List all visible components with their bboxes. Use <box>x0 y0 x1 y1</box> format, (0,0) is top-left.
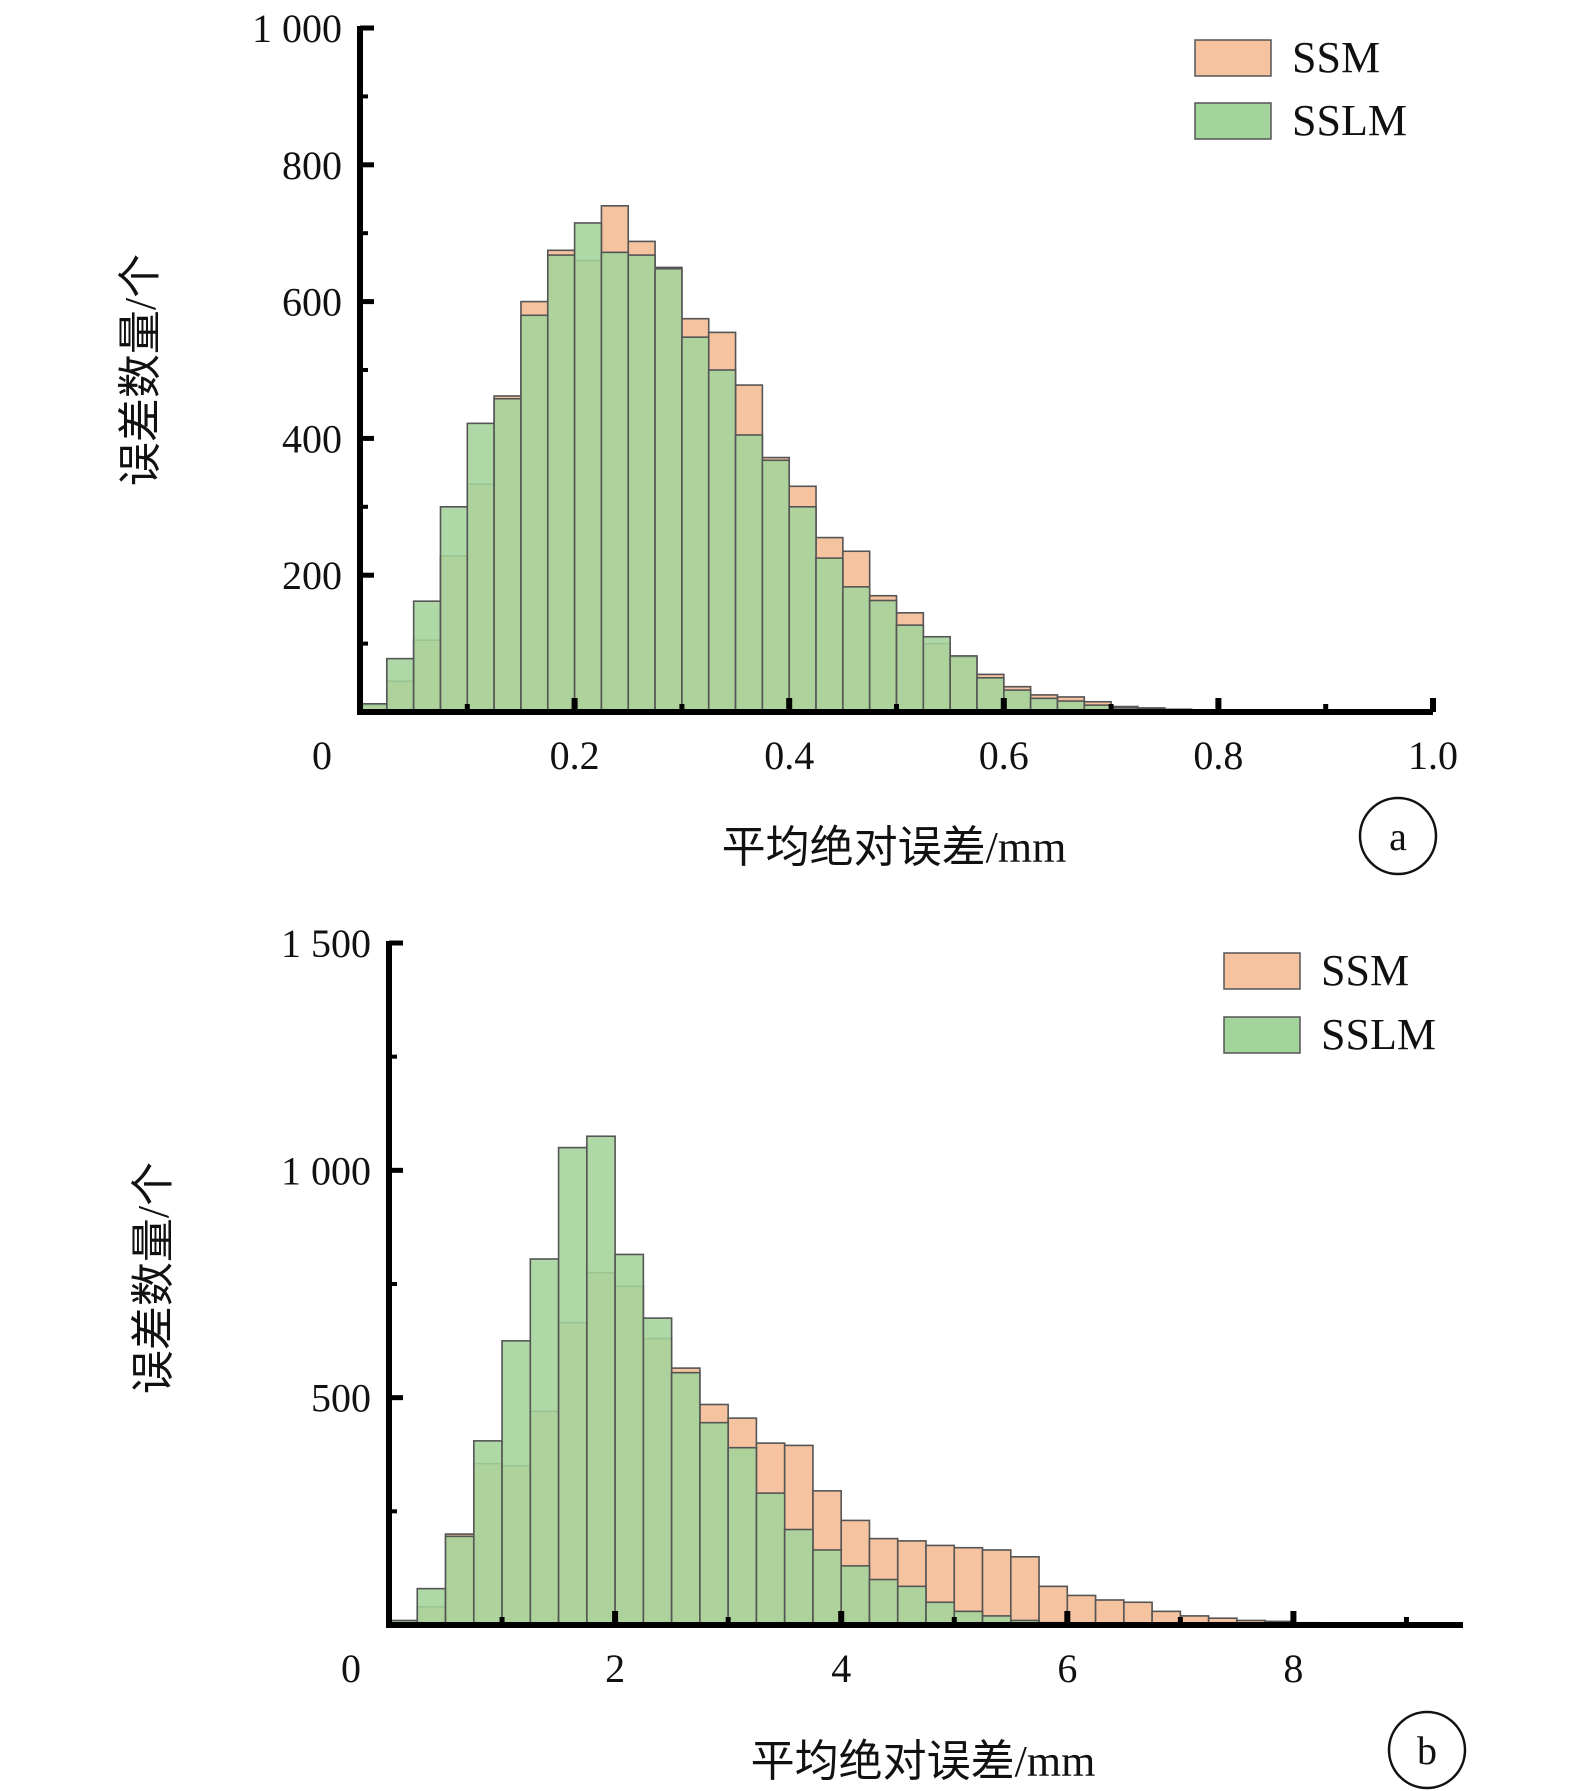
ticks-a: 200 400 600 800 1 000 0 0.2 0.4 0.6 0.8 1.0 <box>252 6 1458 778</box>
panel-tag-a: a <box>1358 796 1438 876</box>
bar-sslm-10 <box>670 1371 701 1626</box>
bar-sslm-7 <box>546 254 576 713</box>
bar-sslm-6 <box>557 1146 588 1626</box>
bar-sslm-3 <box>472 1440 503 1626</box>
x-tick-label: 4 <box>831 1646 851 1691</box>
y-tick-label: 600 <box>282 280 342 325</box>
bar-sslm-9 <box>642 1317 673 1626</box>
legend-swatch-sslm-a <box>1194 102 1272 140</box>
legend-swatch-sslm-b <box>1223 1016 1301 1054</box>
panel-tag-label-a: a <box>1389 814 1407 859</box>
x-tick-label: 6 <box>1057 1646 1077 1691</box>
bar-sslm-14 <box>783 1528 814 1626</box>
x-tick-label: 0 <box>312 733 332 778</box>
x-tick-label: 8 <box>1283 1646 1303 1691</box>
bar-sslm-1 <box>416 1587 447 1626</box>
bar-sslm-20 <box>895 624 925 713</box>
bar-sslm-4 <box>501 1340 532 1626</box>
x-tick-label: 0 <box>341 1646 361 1691</box>
bar-ssm-23 <box>1038 1585 1069 1626</box>
panel-tag-circle-a <box>1358 796 1438 876</box>
bar-sslm-12 <box>727 1446 758 1626</box>
bar-sslm-4 <box>466 422 495 713</box>
bar-sslm-15 <box>761 459 791 713</box>
bar-sslm-7 <box>586 1135 616 1626</box>
chart-panel-b: 500 1 000 1 500 0 2 4 6 8 平均绝对误差/mm 误差数量/个 SSM … <box>129 921 1467 1790</box>
bar-ssm-26 <box>1123 1601 1153 1626</box>
bar-sslm-22 <box>949 655 978 713</box>
histogram-bars-a <box>359 205 1273 713</box>
bar-sslm-19 <box>868 599 898 713</box>
bar-sslm-5 <box>493 397 522 713</box>
bar-sslm-17 <box>868 1578 899 1626</box>
panel-tag-label-b: b <box>1417 1728 1437 1773</box>
bar-ssm-25 <box>1094 1599 1125 1626</box>
bar-sslm-11 <box>699 1421 729 1626</box>
bar-sslm-11 <box>654 267 683 713</box>
bar-sslm-12 <box>681 336 710 713</box>
bar-sslm-14 <box>734 434 764 713</box>
y-tick-label: 400 <box>282 416 342 461</box>
legend-b: SSM SSLM <box>1223 946 1436 1059</box>
bar-sslm-1 <box>386 657 415 713</box>
legend-label-sslm-b: SSLM <box>1321 1010 1436 1059</box>
legend-swatch-ssm-a <box>1194 39 1272 77</box>
bar-sslm-21 <box>922 635 951 713</box>
bar-sslm-6 <box>520 314 549 713</box>
bar-sslm-24 <box>1002 689 1032 713</box>
bar-ssm-24 <box>1066 1594 1097 1626</box>
panel-tag-b: b <box>1387 1710 1467 1790</box>
panel-tag-circle-b <box>1387 1710 1467 1790</box>
y-axis-title-a: 误差数量/个 <box>116 254 165 486</box>
bar-sslm-8 <box>573 222 603 713</box>
legend-label-sslm-a: SSLM <box>1292 96 1407 145</box>
bar-sslm-13 <box>755 1492 786 1626</box>
legend-a: SSM SSLM <box>1194 33 1407 145</box>
x-tick-label: 0.6 <box>979 733 1029 778</box>
y-tick-label: 500 <box>311 1376 371 1421</box>
y-tick-label: 800 <box>282 143 342 188</box>
chart-panel-a: 200 400 600 800 1 000 0 0.2 0.4 0.6 0.8 1.0 平均绝对误差… <box>116 6 1458 876</box>
bar-sslm-15 <box>812 1549 843 1626</box>
x-tick-label: 0.2 <box>550 733 600 778</box>
bar-sslm-8 <box>614 1253 645 1626</box>
bar-sslm-16 <box>788 505 817 713</box>
bar-ssm-21 <box>981 1549 1012 1626</box>
y-tick-label: 1 000 <box>252 6 342 51</box>
bar-sslm-18 <box>842 586 871 713</box>
x-axis-title-a: 平均绝对误差/mm <box>722 823 1067 872</box>
x-tick-label: 0.4 <box>764 733 814 778</box>
bar-sslm-9 <box>600 251 630 713</box>
y-tick-label: 1 500 <box>281 921 371 966</box>
x-tick-label: 1.0 <box>1408 733 1458 778</box>
histogram-bars-b <box>388 1135 1323 1626</box>
x-tick-label: 2 <box>605 1646 625 1691</box>
bar-sslm-17 <box>815 557 844 713</box>
bar-ssm-22 <box>1009 1556 1040 1626</box>
x-axis-title-b: 平均绝对误差/mm <box>751 1737 1096 1786</box>
bar-sslm-18 <box>896 1585 927 1626</box>
bar-sslm-23 <box>976 676 1005 713</box>
legend-label-ssm-a: SSM <box>1292 33 1380 82</box>
bar-sslm-19 <box>925 1601 956 1626</box>
ticks-b: 500 1 000 1 500 0 2 4 6 8 <box>281 921 1409 1691</box>
y-axis-title-b: 误差数量/个 <box>129 1162 178 1394</box>
bar-sslm-10 <box>627 254 656 713</box>
bar-sslm-5 <box>529 1258 560 1626</box>
legend-label-ssm-b: SSM <box>1321 946 1409 995</box>
legend-swatch-ssm-b <box>1223 952 1301 990</box>
bar-sslm-2 <box>412 600 442 713</box>
bar-sslm-3 <box>439 505 469 713</box>
x-tick-label: 0.8 <box>1193 733 1243 778</box>
bar-sslm-16 <box>840 1565 871 1626</box>
y-tick-label: 1 000 <box>281 1148 371 1193</box>
bar-sslm-2 <box>444 1535 475 1626</box>
bar-sslm-13 <box>707 369 737 713</box>
y-tick-label: 200 <box>282 553 342 598</box>
